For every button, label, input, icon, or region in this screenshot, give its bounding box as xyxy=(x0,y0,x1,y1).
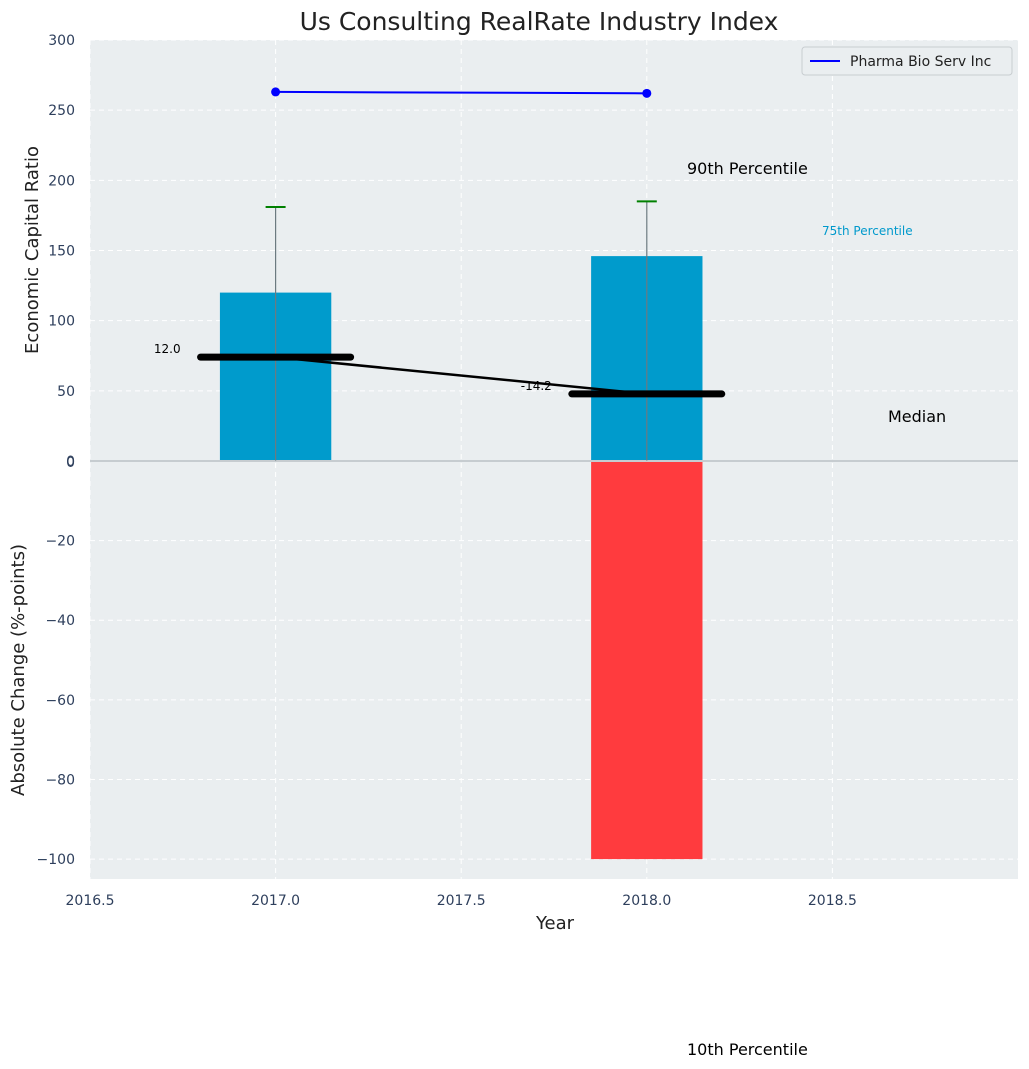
top-y-tick-label: 50 xyxy=(57,384,75,400)
lines-layer: 12.0 -14.2 xyxy=(154,87,726,461)
median-line xyxy=(275,355,647,396)
x-axis-title: Year xyxy=(535,913,575,934)
bottom-y-tick-label: −40 xyxy=(45,613,75,629)
bottom-y-tick-label: −80 xyxy=(45,772,75,788)
bottom-y-tick-label: −60 xyxy=(45,693,75,709)
median-value-label: -14.2 xyxy=(521,379,552,393)
gridlines xyxy=(89,39,1018,879)
bottom-y-tick-label: −20 xyxy=(45,534,75,550)
bottom-y-tick-label: −100 xyxy=(37,852,75,868)
bottom-plot-area xyxy=(90,461,1018,879)
company-series-point xyxy=(271,87,281,97)
top-y-tick-label: 250 xyxy=(48,103,75,119)
x-tick-label: 2018.5 xyxy=(808,893,857,909)
top-y-tick-label: 200 xyxy=(48,173,75,189)
annotation-median: Median xyxy=(888,407,946,426)
legend-label: Pharma Bio Serv Inc xyxy=(850,54,991,70)
top-y-tick-label: 150 xyxy=(48,244,75,260)
top-y-tick-label: 0 xyxy=(66,454,75,470)
annotation-10th-percentile: 10th Percentile xyxy=(687,1040,808,1059)
company-series-point xyxy=(642,88,652,98)
x-tick-label: 2016.5 xyxy=(66,893,115,909)
x-tick-label: 2017.5 xyxy=(437,893,486,909)
legend: Pharma Bio Serv Inc xyxy=(801,46,1013,76)
median-value-label: 12.0 xyxy=(154,342,181,356)
bottom-y-axis-title: Absolute Change (%-points) xyxy=(8,544,29,796)
annotation-75th-percentile: 75th Percentile xyxy=(822,224,913,238)
legend-box xyxy=(801,46,1013,76)
top-y-tick-label: 100 xyxy=(48,314,75,330)
x-tick-label: 2018.0 xyxy=(622,893,671,909)
top-y-axis-title: Economic Capital Ratio xyxy=(22,146,43,354)
bottom-y-tick-label: 0 xyxy=(66,455,75,471)
chart-title: Us Consulting RealRate Industry Index xyxy=(300,7,779,36)
x-tick-label: 2017.0 xyxy=(251,893,300,909)
ticks-layer: 2016.5 2017.0 2017.5 2018.0 2018.5 300 250 200 1… xyxy=(37,33,857,909)
top-y-tick-label: 300 xyxy=(48,33,75,49)
annotation-90th-percentile: 90th Percentile xyxy=(687,159,808,178)
company-series-line xyxy=(275,90,647,95)
absolute-change-bar xyxy=(591,462,703,860)
